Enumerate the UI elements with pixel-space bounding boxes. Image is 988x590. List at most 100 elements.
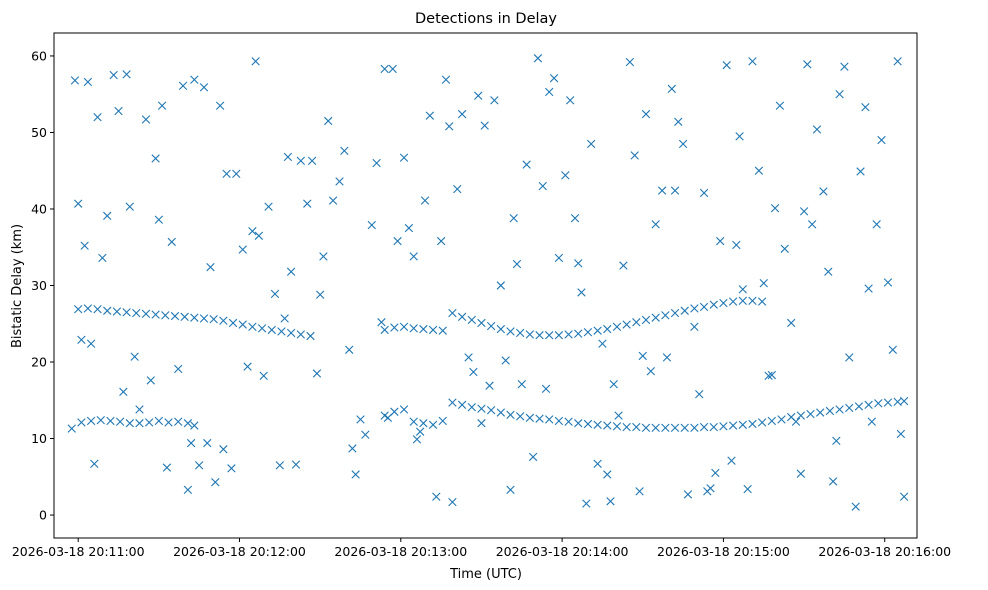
data-point (819, 187, 828, 196)
y-tick-label: 0 (39, 508, 47, 523)
data-point (67, 424, 76, 433)
data-point (840, 62, 849, 71)
data-point (80, 241, 89, 250)
data-point (738, 420, 747, 429)
data-point (280, 314, 289, 323)
data-point (641, 423, 651, 433)
data-point (291, 460, 301, 469)
data-point (486, 321, 496, 331)
data-point (874, 399, 883, 408)
data-point (515, 328, 525, 338)
data-point (845, 403, 854, 413)
data-point (759, 279, 768, 288)
data-point (420, 196, 430, 205)
data-point (506, 485, 515, 494)
data-point (690, 304, 699, 313)
data-point (93, 305, 102, 314)
data-point (732, 240, 741, 250)
data-point (372, 158, 381, 168)
data-point (757, 297, 767, 306)
data-point (757, 418, 767, 427)
data-point (286, 328, 296, 338)
data-point (856, 167, 865, 176)
data-point (577, 288, 586, 297)
data-point (428, 420, 438, 429)
data-point (603, 421, 612, 430)
data-point (303, 199, 312, 208)
data-point (151, 310, 160, 319)
data-point (361, 430, 370, 439)
data-point (545, 331, 554, 340)
data-point (612, 322, 622, 332)
data-point (467, 402, 476, 412)
data-point (453, 184, 462, 194)
data-point (74, 199, 83, 208)
data-point (457, 312, 467, 322)
data-point (506, 327, 515, 336)
data-point (609, 380, 618, 389)
data-point (115, 417, 125, 426)
data-point (162, 463, 172, 472)
data-point (899, 396, 909, 406)
data-point (864, 400, 873, 410)
data-point (780, 244, 789, 253)
data-point (641, 315, 651, 325)
data-point (709, 422, 718, 432)
data-point (764, 371, 773, 380)
data-point (506, 410, 515, 419)
data-point (324, 116, 333, 126)
data-point (74, 305, 83, 314)
data-point (867, 417, 877, 426)
data-point (135, 405, 144, 414)
data-point (727, 456, 736, 465)
data-point (86, 339, 96, 348)
data-point (77, 335, 86, 345)
x-tick-label: 2026-03-18 20:12:00 (173, 544, 306, 559)
data-point (183, 419, 193, 428)
data-points (67, 54, 909, 511)
data-point (670, 423, 680, 433)
data-point (625, 57, 635, 67)
data-point (90, 459, 99, 468)
data-point (383, 413, 393, 423)
data-point (695, 389, 704, 399)
data-point (593, 459, 602, 468)
data-point (228, 318, 238, 328)
data-point (816, 408, 825, 417)
data-point (215, 101, 225, 110)
data-point (612, 422, 622, 431)
data-point (254, 231, 264, 240)
data-point (845, 353, 854, 362)
data-point (638, 351, 647, 361)
data-point (296, 330, 305, 339)
data-point (767, 370, 777, 380)
data-point (183, 485, 193, 494)
data-point (667, 84, 676, 94)
data-point (345, 345, 354, 354)
data-point (496, 281, 506, 290)
data-point (283, 152, 293, 162)
data-point (699, 422, 709, 432)
data-point (861, 103, 870, 112)
data-point (738, 285, 747, 294)
data-point (496, 408, 506, 417)
data-point (541, 384, 551, 393)
data-point (574, 329, 583, 338)
data-point (248, 322, 257, 332)
data-point (728, 297, 738, 306)
data-point (554, 416, 564, 426)
data-point (662, 353, 672, 362)
data-point (828, 477, 838, 486)
data-point (641, 109, 651, 119)
data-point (404, 223, 414, 233)
data-point (257, 324, 267, 333)
chart-title: Detections in Delay (415, 11, 557, 27)
data-point (190, 75, 199, 84)
data-point (728, 421, 738, 430)
y-tick-label: 60 (31, 48, 47, 63)
data-point (328, 196, 338, 205)
data-point (251, 57, 260, 66)
data-point (888, 345, 897, 354)
data-point (259, 371, 268, 380)
data-point (561, 171, 570, 180)
